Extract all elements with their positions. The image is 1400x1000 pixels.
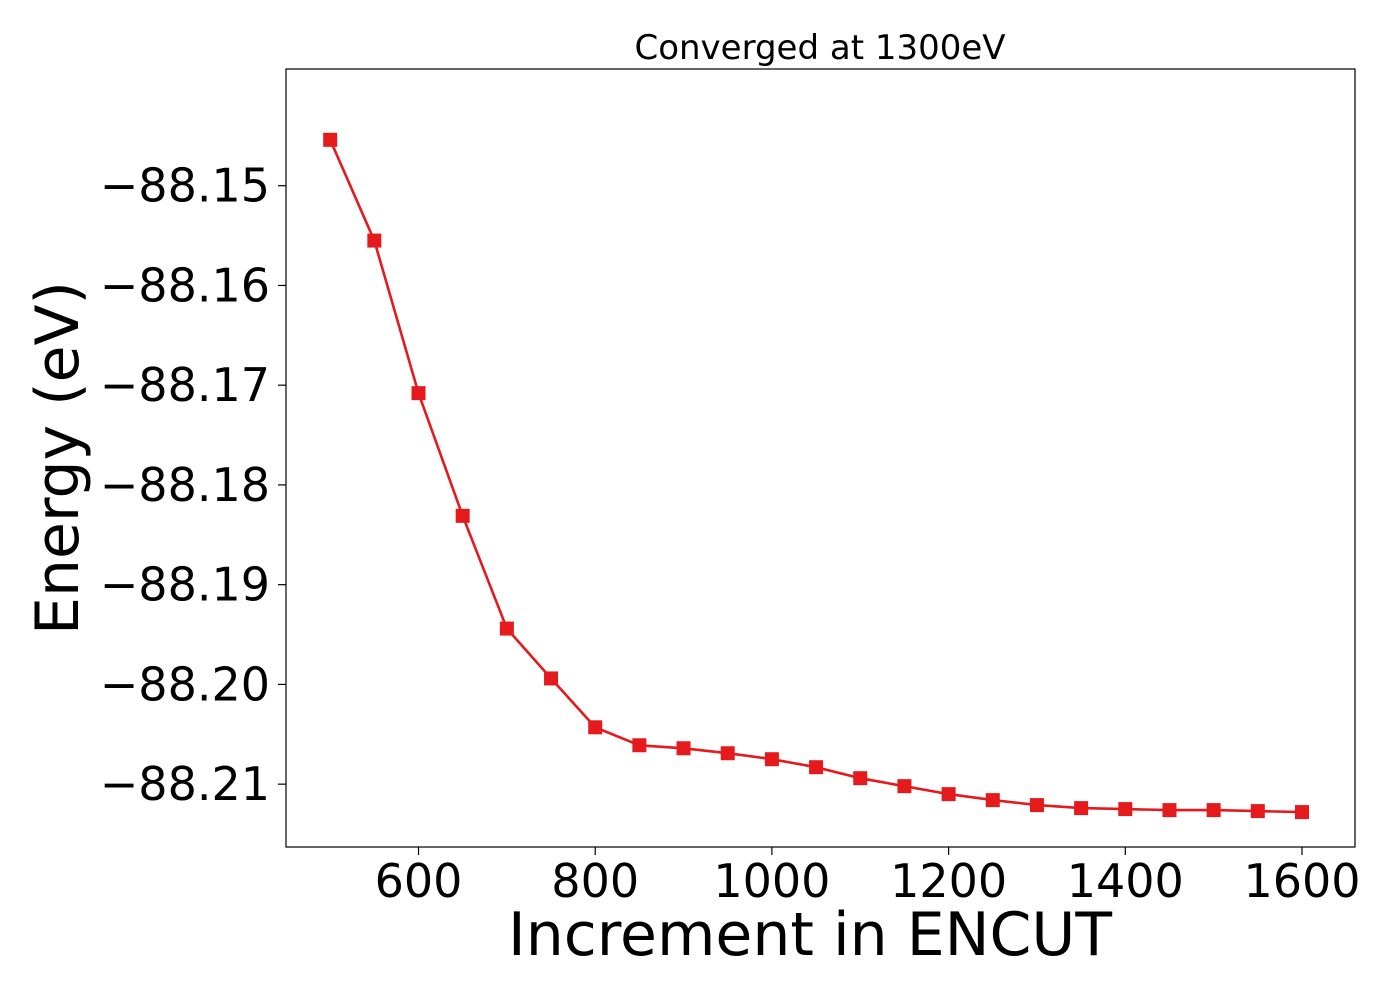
x-tick-label: 1000 (713, 854, 830, 908)
data-point-marker (1074, 801, 1089, 816)
y-tick-label: −88.18 (100, 458, 270, 512)
series-layer (323, 132, 1309, 820)
y-tick-label: −88.19 (100, 558, 270, 612)
data-point-marker (1294, 805, 1309, 820)
data-point-marker (1206, 803, 1221, 818)
data-point-marker (1250, 804, 1265, 819)
x-tick-label: 1400 (1067, 854, 1184, 908)
data-point-marker (676, 741, 691, 756)
data-point-marker (764, 752, 779, 767)
data-point-marker (720, 746, 735, 761)
data-point-marker (455, 508, 470, 523)
x-tick-label: 800 (551, 854, 639, 908)
data-point-marker (367, 233, 382, 248)
data-point-marker (323, 132, 338, 147)
y-tick-label: −88.20 (100, 657, 270, 711)
data-point-marker (499, 621, 514, 636)
data-point-marker (1118, 802, 1133, 817)
x-axis-ticks: 600 800 1000 1200 1400 1600 (375, 847, 1361, 908)
x-tick-label: 600 (375, 854, 463, 908)
x-tick-label: 1600 (1243, 854, 1360, 908)
plot-area (285, 68, 1356, 848)
data-point-marker (809, 760, 824, 775)
y-tick-label: −88.17 (100, 358, 270, 412)
data-point-marker (1162, 803, 1177, 818)
data-point-marker (897, 779, 912, 794)
data-point-marker (985, 793, 1000, 808)
data-point-marker (1029, 798, 1044, 813)
series-line (329, 139, 1303, 814)
x-axis-label: Increment in ENCUT (508, 900, 1112, 970)
data-point-marker (544, 671, 559, 686)
data-point-marker (588, 720, 603, 735)
y-tick-label: −88.16 (100, 258, 270, 312)
data-point-marker (632, 738, 647, 753)
data-point-marker (853, 771, 868, 786)
y-axis-label: Energy (eV) (23, 281, 93, 635)
y-axis-ticks: −88.15 −88.16 −88.17 −88.18 −88.19 −88.20 −88.… (100, 159, 286, 811)
chart-title: Converged at 1300eV (634, 28, 1005, 68)
data-point-marker (411, 386, 426, 401)
y-tick-label: −88.21 (100, 757, 270, 811)
data-point-marker (941, 787, 956, 802)
y-tick-label: −88.15 (100, 159, 270, 213)
x-tick-label: 1200 (890, 854, 1007, 908)
